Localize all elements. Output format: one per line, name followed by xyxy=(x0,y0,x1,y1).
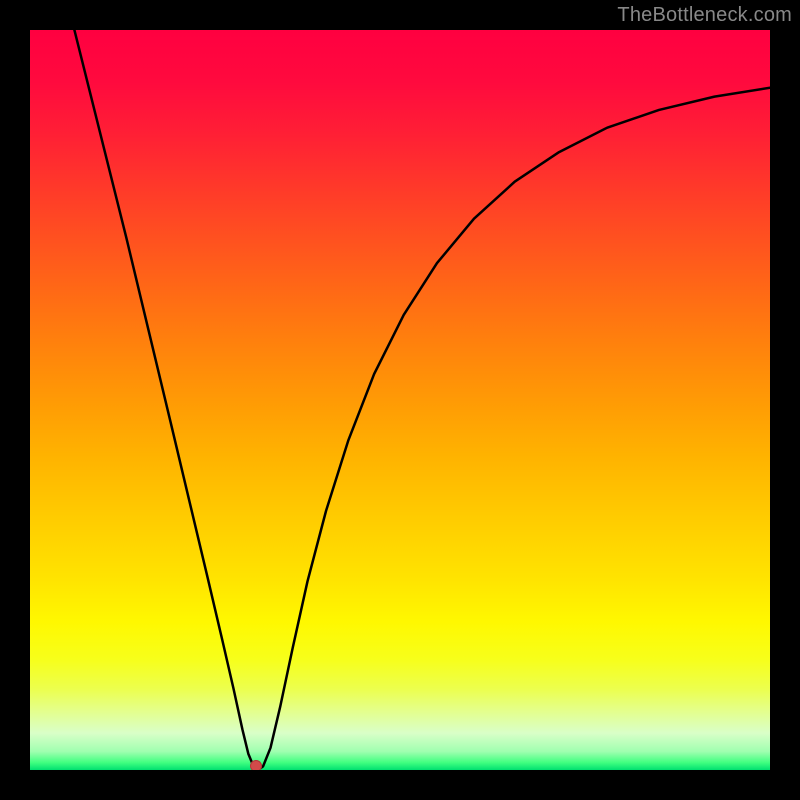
curve-svg xyxy=(30,30,770,770)
optimal-point-marker xyxy=(250,760,262,770)
plot-area xyxy=(30,30,770,770)
bottleneck-curve xyxy=(74,30,770,770)
attribution-label: TheBottleneck.com xyxy=(617,4,792,27)
chart-frame: TheBottleneck.com xyxy=(0,0,800,800)
